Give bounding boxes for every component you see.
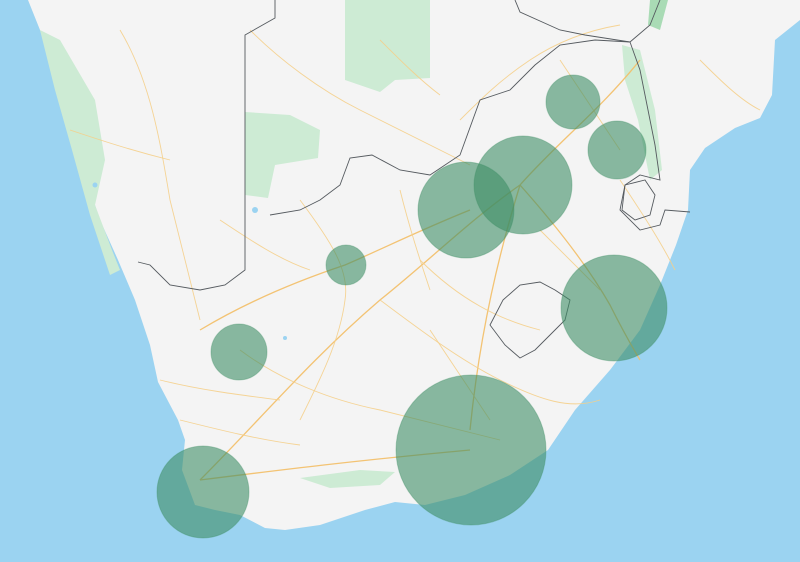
border-mozambique [619, 41, 691, 231]
map-bubble-eastern-cape[interactable] [395, 374, 547, 526]
border-namibia-botswana [137, 0, 276, 291]
map-bubble-northeast[interactable] [587, 120, 647, 180]
border-eswatini [621, 179, 656, 221]
park-kgalagadi [345, 0, 430, 92]
lake [92, 182, 98, 188]
park-garden-route [300, 470, 395, 488]
map-bubble-northern-cape[interactable] [210, 323, 268, 381]
park-west-coast [40, 30, 120, 275]
country-borders [137, 0, 691, 359]
lake [283, 336, 287, 340]
border-zimbabwe [514, 0, 661, 43]
bubble-layer [156, 74, 668, 539]
map-bubble-east-coast[interactable] [560, 254, 668, 362]
map-bubble-western-cape[interactable] [156, 445, 250, 539]
map-bubble-north-1[interactable] [545, 74, 601, 130]
border-lesotho [489, 281, 571, 359]
border-botswana-south [269, 39, 631, 216]
map-bubble-gauteng-east[interactable] [473, 135, 573, 235]
map-bubble-central[interactable] [325, 244, 367, 286]
park-central [245, 112, 320, 198]
park-kruger [622, 45, 662, 180]
lake [252, 207, 258, 213]
park-northeast [648, 0, 668, 30]
